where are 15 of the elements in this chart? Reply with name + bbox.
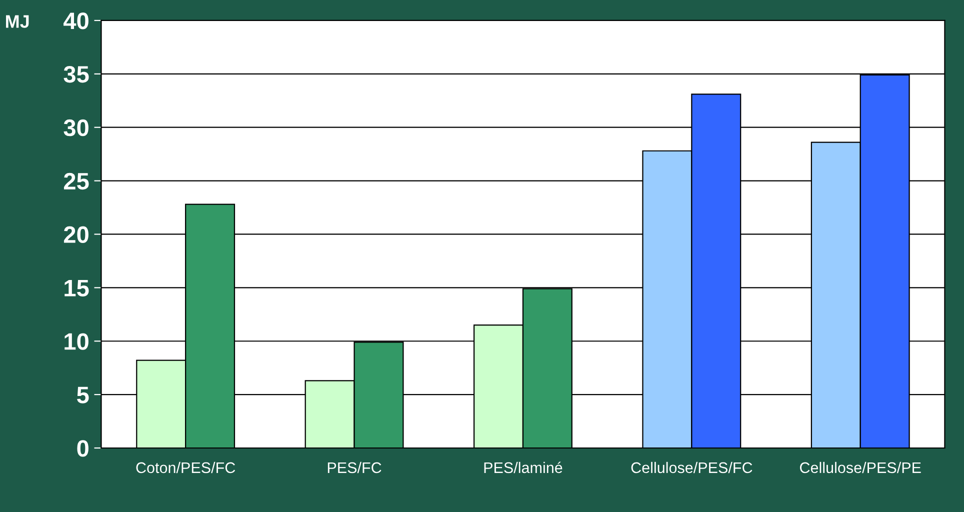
y-tick-label: 10 bbox=[64, 333, 88, 350]
x-tick-label: Coton/PES/FC bbox=[136, 462, 236, 474]
y-tick-label: 25 bbox=[64, 172, 89, 190]
y-tick-label: 0 bbox=[77, 440, 88, 457]
x-tick-label: Cellulose/PES/FC bbox=[631, 462, 752, 474]
y-tick-label: 5 bbox=[77, 386, 89, 404]
y-tick-label: 20 bbox=[64, 226, 88, 244]
x-tick-label: PES/FC bbox=[328, 462, 382, 474]
y-axis-title: MJ bbox=[6, 15, 29, 28]
y-tick-label: 15 bbox=[64, 280, 89, 296]
x-tick-label: Cellulose/PES/PE bbox=[800, 462, 921, 474]
x-tick-label: PES/laminé bbox=[484, 462, 562, 474]
y-tick-label: 40 bbox=[64, 12, 88, 30]
y-tick-label: 35 bbox=[64, 66, 89, 83]
y-tick-label: 30 bbox=[64, 119, 88, 136]
